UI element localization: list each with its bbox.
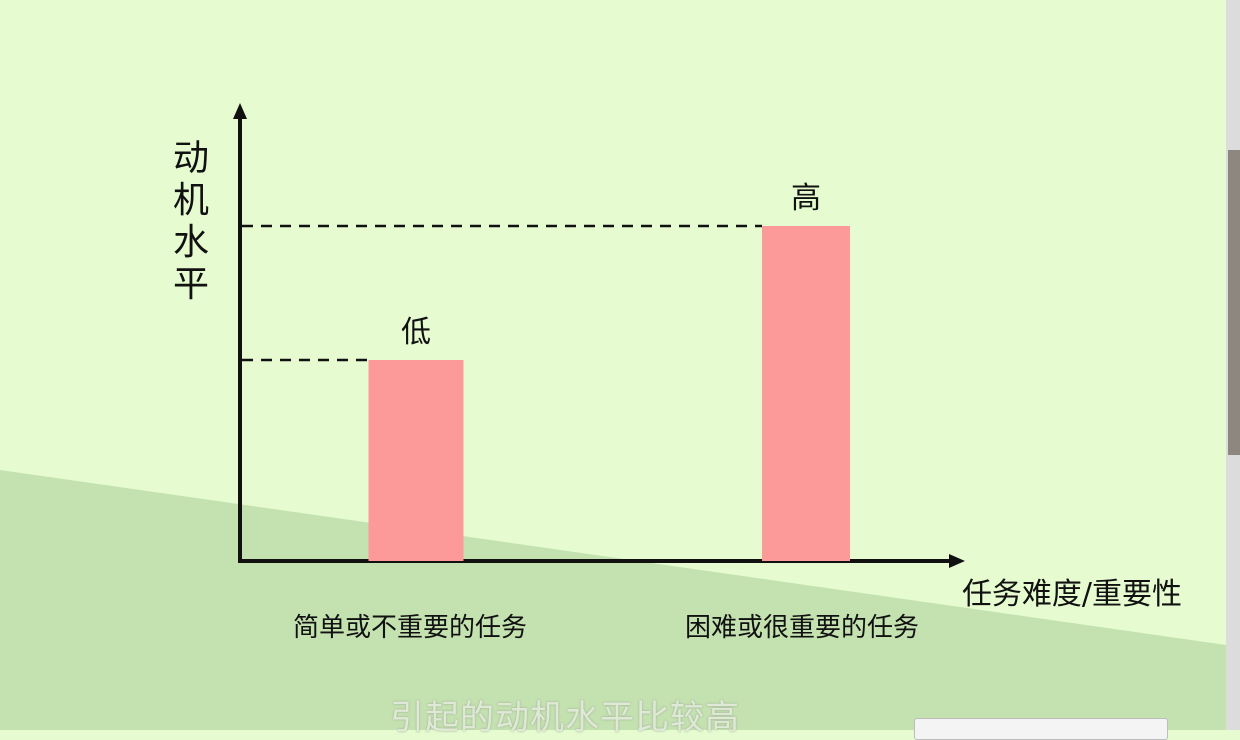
bar-data-label: 高 [791,181,821,216]
video-subtitle: 引起的动机水平比较高 [390,698,740,738]
bar [762,226,850,561]
lower-green-band [0,470,1226,730]
corner-panel [914,718,1168,740]
bar-data-label: 低 [401,315,431,350]
scrollbar-thumb[interactable] [1228,150,1240,455]
y-axis-label-char: 水 [173,222,209,263]
x-category-label: 简单或不重要的任务 [293,613,527,643]
y-axis-label-char: 平 [173,264,209,305]
y-axis-label-char: 动 [173,138,209,179]
y-axis-label-char: 机 [173,180,209,221]
x-axis-arrow [949,554,965,568]
bar [368,360,464,561]
y-axis-arrow [233,103,247,119]
x-axis-label: 任务难度/重要性 [962,577,1182,612]
x-category-label: 困难或很重要的任务 [685,613,919,643]
